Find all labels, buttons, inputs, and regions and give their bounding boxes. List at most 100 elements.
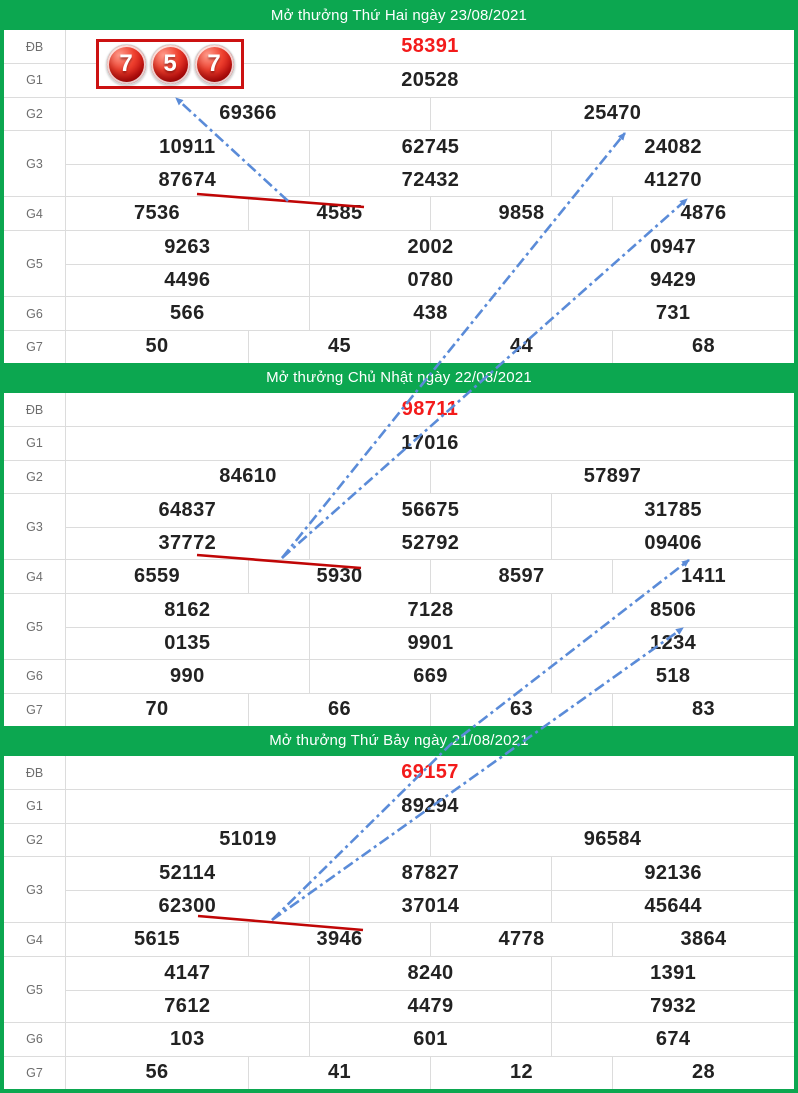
row-g4: G4 5615 3946 4778 3864 [4, 922, 794, 956]
prize-cell: 7932 [551, 990, 794, 1023]
prize-cell: 24082 [551, 130, 794, 164]
row-g6: G6 990 669 518 [4, 659, 794, 693]
row-g1: G1 17016 [4, 426, 794, 460]
prize-cell: 4479 [308, 990, 552, 1023]
prize-cell: 4496 [164, 268, 211, 291]
row-label: ĐB [4, 755, 66, 790]
row-label: ĐB [4, 30, 66, 64]
prize-cell: 41270 [551, 164, 794, 197]
row-label: G5 [4, 593, 66, 660]
row-label: G6 [4, 660, 66, 693]
row-label: G6 [4, 297, 66, 330]
row-label: G7 [4, 1056, 66, 1089]
prize-cell: 37014 [308, 890, 552, 923]
prize-cell: 9429 [551, 264, 794, 297]
row-db: ĐB 69157 [4, 755, 794, 790]
prize-cell: 45 [248, 330, 430, 363]
prize-cell: 63 [430, 693, 612, 726]
row-label: G3 [4, 130, 66, 197]
row-g3: G3 64837 56675 31785 37772 52792 09406 [4, 492, 794, 560]
prize-cell: 64837 [158, 498, 217, 521]
row-label: G5 [4, 230, 66, 297]
prize-cell: 62745 [308, 130, 552, 164]
prize-cell: 731 [551, 297, 794, 330]
row-label: G1 [4, 64, 66, 97]
prize-cell: 68 [612, 330, 794, 363]
prize-cell: 69157 [401, 761, 459, 784]
prize-cell: 12 [430, 1056, 612, 1089]
g5-cells: 9263 2002 0947 4496 0780 9429 [66, 230, 794, 297]
prize-cell: 4778 [430, 923, 612, 956]
prize-cell: 9263 [164, 235, 211, 258]
prize-cell: 70 [145, 698, 169, 721]
prize-cell: 1234 [551, 627, 794, 660]
prize-cell: 52792 [308, 527, 552, 560]
row-g7: G7 50 45 44 68 [4, 329, 794, 363]
prize-cell: 0780 [308, 264, 552, 297]
g5-cells: 8162 7128 8506 0135 9901 1234 [66, 593, 794, 660]
g3-cells: 52114 87827 92136 62300 37014 45644 [66, 856, 794, 923]
prize-cell: 66 [248, 693, 430, 726]
row-g7: G7 70 66 63 83 [4, 692, 794, 726]
section-title: Mở thưởng Thứ Bảy ngày 21/08/2021 [0, 725, 798, 756]
prize-cell: 0947 [551, 230, 794, 264]
row-g1: G1 20528 [4, 63, 794, 97]
prize-cell: 8597 [430, 560, 612, 593]
prize-cell: 3864 [612, 923, 794, 956]
row-g4: G4 7536 4585 9858 4876 [4, 196, 794, 230]
prize-cell: 87674 [158, 169, 217, 192]
results-table: ĐB 69157 G1 89294 G2 51019 96584 G3 52114 878… [0, 755, 798, 1089]
prize-cell: 1391 [551, 956, 794, 990]
row-g1: G1 89294 [4, 789, 794, 823]
row-label: ĐB [4, 392, 66, 427]
prize-cell: 9858 [430, 197, 612, 230]
row-db: ĐB 58391 [4, 30, 794, 64]
prize-cell: 25470 [430, 97, 794, 130]
prize-cell: 52114 [159, 861, 216, 884]
prize-cell: 2002 [308, 230, 552, 264]
prize-cell: 98711 [401, 398, 459, 421]
prize-cell: 7536 [133, 202, 181, 225]
prize-cell: 8162 [164, 598, 211, 621]
prize-cell: 0135 [164, 631, 211, 654]
row-label: G7 [4, 693, 66, 726]
row-label: G1 [4, 790, 66, 823]
row-g2: G2 51019 96584 [4, 822, 794, 856]
section-title: Mở thưởng Chủ Nhật ngày 22/08/2021 [0, 362, 798, 393]
row-g5: G5 8162 7128 8506 0135 9901 1234 [4, 592, 794, 660]
row-db: ĐB 98711 [4, 392, 794, 427]
row-label: G6 [4, 1023, 66, 1056]
prize-cell: 7128 [308, 593, 552, 627]
row-label: G7 [4, 330, 66, 363]
prize-cell: 51019 [219, 828, 277, 851]
prize-cell: 6559 [133, 565, 181, 588]
result-section-sat: Mở thưởng Thứ Bảy ngày 21/08/2021 ĐB 6915… [0, 725, 798, 1089]
row-g4: G4 6559 5930 8597 1411 [4, 559, 794, 593]
g5-cells: 4147 8240 1391 7612 4479 7932 [66, 956, 794, 1023]
row-g3: G3 10911 62745 24082 87674 72432 41270 [4, 129, 794, 197]
row-g2: G2 69366 25470 [4, 96, 794, 130]
row-label: G2 [4, 823, 66, 856]
prediction-ball: 7 [105, 43, 147, 85]
section-title: Mở thưởng Thứ Hai ngày 23/08/2021 [0, 0, 798, 30]
results-table: ĐB 98711 G1 17016 G2 84610 57897 G3 64837 566… [0, 392, 798, 726]
row-label: G4 [4, 560, 66, 593]
prize-cell: 89294 [401, 794, 459, 817]
row-label: G2 [4, 97, 66, 130]
prize-cell: 44 [430, 330, 612, 363]
prize-cell: 4876 [612, 197, 794, 230]
row-label: G3 [4, 493, 66, 560]
prize-cell: 56675 [308, 493, 552, 527]
prize-cell: 62300 [158, 895, 217, 918]
prize-cell: 96584 [430, 823, 794, 856]
row-g6: G6 566 438 731 [4, 296, 794, 330]
prize-cell: 9901 [308, 627, 552, 660]
prize-cell: 87827 [308, 856, 552, 890]
prize-cell: 4585 [248, 197, 430, 230]
row-label: G4 [4, 197, 66, 230]
prize-cell: 8240 [308, 956, 552, 990]
prize-cell: 17016 [401, 431, 459, 454]
prize-cell: 10911 [159, 135, 216, 158]
result-section-sun: Mở thưởng Chủ Nhật ngày 22/08/2021 ĐB 987… [0, 362, 798, 726]
